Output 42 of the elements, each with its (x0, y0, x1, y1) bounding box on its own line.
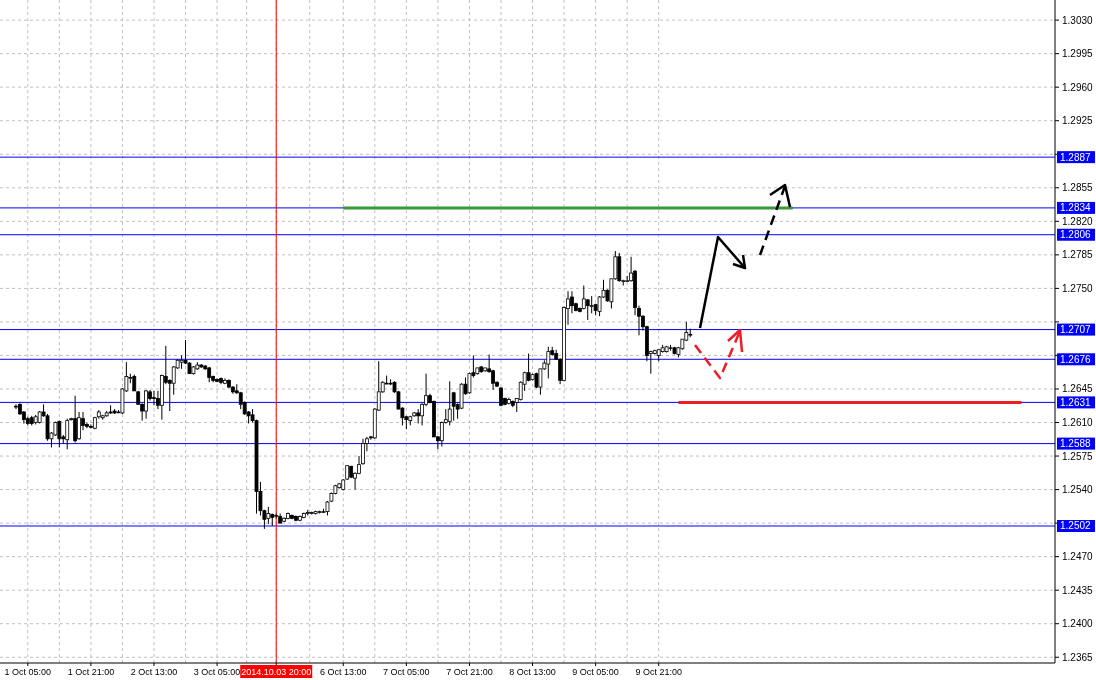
candlestick (144, 389, 148, 420)
x-tick-label: 1 Oct 21:00 (67, 667, 115, 677)
ref-line-label: 1.2707 (1060, 324, 1092, 336)
ref-line-label: 1.2502 (1060, 520, 1092, 532)
y-tick-label: 1.2960 (1062, 81, 1094, 93)
y-tick-label: 1.2995 (1062, 48, 1094, 60)
y-tick-label: 1.3030 (1062, 14, 1094, 26)
y-tick-label: 1.2540 (1062, 484, 1094, 496)
y-tick-label: 1.2365 (1062, 651, 1094, 663)
candlestick (617, 252, 622, 283)
candlestick (73, 395, 78, 444)
x-tick-label: 2014.10.03 20:00 (241, 667, 312, 677)
y-tick-label: 1.2645 (1062, 383, 1094, 395)
y-tick-label: 1.2820 (1062, 215, 1094, 227)
y-tick-label: 1.2575 (1062, 450, 1094, 462)
x-tick-label: 7 Oct 05:00 (383, 667, 430, 677)
y-tick-label: 1.2470 (1062, 551, 1094, 563)
y-tick-label: 1.2855 (1062, 182, 1094, 194)
ref-line-label: 1.2806 (1060, 229, 1092, 241)
x-tick-label: 9 Oct 05:00 (572, 667, 619, 677)
candlestick (152, 390, 156, 406)
ref-line-label: 1.2631 (1060, 396, 1092, 408)
ref-line-label: 1.2834 (1060, 202, 1092, 214)
y-tick-label: 1.2925 (1062, 115, 1094, 127)
candlestick (439, 421, 444, 447)
x-tick-label: 6 Oct 13:00 (319, 667, 367, 677)
x-tick-label: 7 Oct 21:00 (446, 667, 493, 677)
ref-line-label: 1.2588 (1060, 438, 1092, 450)
y-tick-label: 1.2400 (1062, 618, 1094, 630)
x-tick-label: 9 Oct 21:00 (635, 667, 682, 677)
candlestick (451, 391, 456, 422)
candlestick (526, 353, 531, 382)
y-tick-label: 1.2610 (1062, 417, 1094, 429)
y-tick-label: 1.2435 (1062, 584, 1094, 596)
x-tick-label: 2 Oct 13:00 (130, 667, 178, 677)
x-tick-label: 8 Oct 13:00 (509, 667, 556, 677)
x-tick-label: 1 Oct 05:00 (4, 667, 52, 677)
ref-line-label: 1.2676 (1060, 353, 1092, 365)
y-tick-label: 1.2750 (1062, 282, 1094, 294)
x-tick-label: 3 Oct 05:00 (193, 667, 241, 677)
y-tick-label: 1.2785 (1062, 249, 1094, 261)
ref-line-label: 1.2887 (1060, 151, 1092, 163)
